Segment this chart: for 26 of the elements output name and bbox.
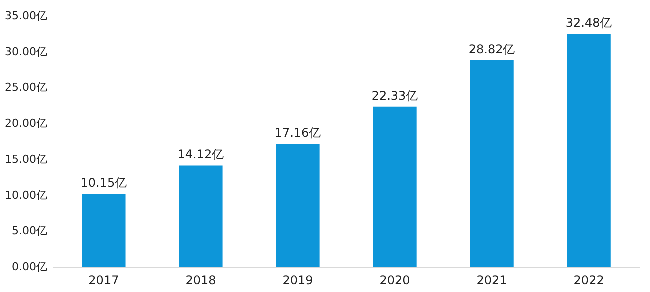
y-tick-label: 25.00亿 bbox=[5, 81, 48, 94]
data-label: 22.33亿 bbox=[372, 88, 418, 103]
x-tick-label: 2017 bbox=[88, 274, 120, 288]
x-tick-label: 2019 bbox=[282, 274, 314, 288]
data-label: 10.15亿 bbox=[80, 176, 128, 190]
bar bbox=[82, 194, 126, 267]
y-tick-label: 5.00亿 bbox=[12, 224, 48, 238]
x-tick-label: 2022 bbox=[574, 274, 604, 288]
y-tick-label: 15.00亿 bbox=[5, 152, 48, 166]
bar bbox=[276, 144, 320, 267]
bar bbox=[567, 34, 611, 267]
bar bbox=[373, 106, 417, 267]
y-tick-label: 35.00亿 bbox=[5, 10, 48, 22]
x-tick-label: 2018 bbox=[186, 274, 216, 288]
y-tick-label: 30.00亿 bbox=[5, 45, 48, 58]
data-label: 32.48亿 bbox=[566, 16, 612, 30]
y-tick-label: 0.00亿 bbox=[12, 260, 48, 274]
x-tick-label: 2020 bbox=[380, 274, 410, 288]
data-label: 14.12亿 bbox=[178, 148, 224, 162]
bar bbox=[470, 60, 514, 267]
x-tick-label: 2021 bbox=[476, 274, 508, 288]
bar bbox=[179, 166, 223, 267]
y-tick-label: 20.00亿 bbox=[5, 117, 48, 130]
data-label: 17.16亿 bbox=[274, 126, 322, 140]
data-label: 28.82亿 bbox=[468, 42, 516, 56]
y-tick-label: 10.00亿 bbox=[5, 188, 48, 202]
